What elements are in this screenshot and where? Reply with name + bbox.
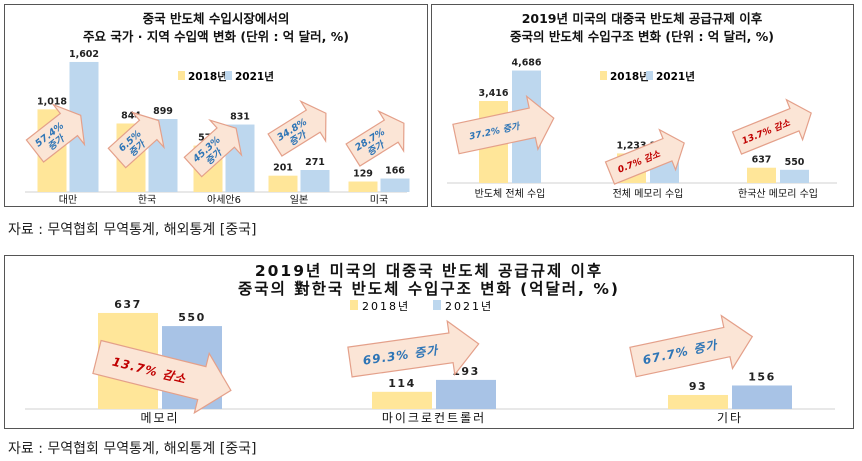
- chart-subtitle: 중국의 반도체 수입구조 변화 (단위 : 억 달러, %): [510, 29, 774, 44]
- data-label: 271: [305, 157, 325, 168]
- legend-label-2018: 2018년: [362, 300, 410, 313]
- category-group: 1,2331,224전체 메모리 수입0.7% 감소: [604, 128, 685, 200]
- bar-2021: [780, 169, 809, 183]
- chart-korea-imports: 2019년 미국의 대중국 반도체 공급규제 이후 중국의 對한국 반도체 수입…: [25, 261, 835, 425]
- bar-2018: [372, 391, 432, 409]
- category-label: 메모리: [140, 411, 179, 425]
- source-note-top: 자료 : 무역협회 무역통계, 해외통계 [중국]: [8, 222, 257, 238]
- bar-2021: [732, 385, 792, 409]
- chart-subtitle: 주요 국가 · 지역 수입액 변화 (단위 : 억 달러, %): [83, 29, 349, 44]
- decrease-arrow: [92, 339, 232, 415]
- bar-2021: [380, 178, 410, 192]
- data-label: 93: [689, 380, 707, 393]
- data-label: 129: [353, 169, 373, 180]
- data-label: 4,686: [511, 58, 541, 69]
- increase-arrow: [183, 118, 243, 178]
- chart-legend: 2018년 2021년: [178, 70, 274, 83]
- category-label: 마이크로컨트롤러: [382, 411, 486, 425]
- data-label: 166: [385, 166, 405, 177]
- legend-swatch-2021: [225, 71, 232, 80]
- data-label: 3,416: [478, 88, 508, 99]
- legend-swatch-2021: [646, 71, 653, 80]
- chart-panel-korea-imports: 2019년 미국의 대중국 반도체 공급규제 이후 중국의 對한국 반도체 수입…: [4, 255, 854, 429]
- legend-swatch-2018: [350, 300, 358, 310]
- data-label: 637: [752, 155, 772, 166]
- category-label: 반도체 전체 수입: [475, 187, 546, 200]
- category-label: 한국산 메모리 수입: [738, 187, 818, 200]
- increase-arrow: [347, 319, 480, 378]
- data-label: 550: [785, 157, 805, 168]
- legend-label-2021: 2021년: [656, 70, 695, 83]
- increase-arrow: [267, 99, 327, 157]
- data-label: 637: [114, 298, 141, 311]
- chart-title: 2019년 미국의 대중국 반도체 공급규제 이후: [255, 261, 603, 280]
- legend-swatch-2018: [178, 71, 185, 80]
- bar-2021: [436, 379, 496, 409]
- chart-import-structure: 2019년 미국의 대중국 반도체 공급규제 이후 중국의 반도체 수입구조 변…: [447, 11, 837, 200]
- data-label: 844: [121, 110, 141, 121]
- category-group: 572831아세안645.3%증가: [183, 112, 255, 206]
- bar-2018: [747, 167, 776, 183]
- increase-arrow: [345, 109, 405, 167]
- category-label: 아세안6: [207, 194, 241, 206]
- data-label: 1,233: [616, 140, 646, 151]
- data-label: 1,602: [69, 49, 99, 60]
- bar-2021: [300, 170, 330, 192]
- increase-arrow: [107, 111, 165, 169]
- data-label: 1,018: [37, 96, 67, 107]
- chart-title: 2019년 미국의 대중국 반도체 공급규제 이후: [522, 11, 763, 26]
- legend-label-2018: 2018년: [188, 70, 227, 83]
- chart-panel-by-country: 중국 반도체 수입시장에서의 주요 국가 · 지역 수입액 변화 (단위 : 억…: [4, 4, 428, 207]
- data-label: 899: [153, 106, 173, 117]
- category-label: 기타: [717, 411, 743, 425]
- bar-2018: [668, 394, 728, 409]
- chart-legend: 2018년 2021년: [350, 300, 493, 313]
- legend-label-2021: 2021년: [235, 70, 274, 83]
- legend-label-2021: 2021년: [445, 300, 493, 313]
- increase-arrow: [25, 103, 86, 163]
- chart-panel-import-structure: 2019년 미국의 대중국 반도체 공급규제 이후 중국의 반도체 수입구조 변…: [431, 4, 854, 207]
- chart-by-country: 중국 반도체 수입시장에서의 주요 국가 · 지역 수입액 변화 (단위 : 억…: [25, 11, 410, 206]
- data-label: 831: [230, 112, 250, 123]
- decrease-arrow: [731, 98, 812, 155]
- bar-2018: [348, 181, 378, 192]
- increase-arrow: [629, 314, 754, 378]
- increase-arrow: [452, 94, 555, 155]
- legend-label-2018: 2018년: [610, 70, 649, 83]
- chart-title: 중국 반도체 수입시장에서의: [143, 11, 290, 26]
- category-label: 대만: [59, 194, 77, 206]
- category-label: 전체 메모리 수입: [613, 187, 684, 200]
- bar-2018: [268, 175, 298, 192]
- category-label: 일본: [290, 194, 308, 206]
- legend-swatch-2018: [600, 71, 607, 80]
- data-label: 156: [748, 370, 775, 383]
- chart-legend: 2018년 2021년: [600, 70, 695, 83]
- data-label: 114: [388, 377, 415, 390]
- source-note-bottom: 자료 : 무역협회 무역통계, 해외통계 [중국]: [8, 441, 257, 457]
- data-label: 201: [273, 163, 293, 174]
- category-label: 한국: [138, 194, 156, 206]
- decrease-arrow: [604, 128, 685, 185]
- chart-subtitle: 중국의 對한국 반도체 수입구조 변화 (억달러, %): [238, 279, 620, 298]
- category-label: 미국: [370, 194, 388, 206]
- legend-swatch-2021: [433, 300, 441, 310]
- data-label: 550: [178, 311, 205, 324]
